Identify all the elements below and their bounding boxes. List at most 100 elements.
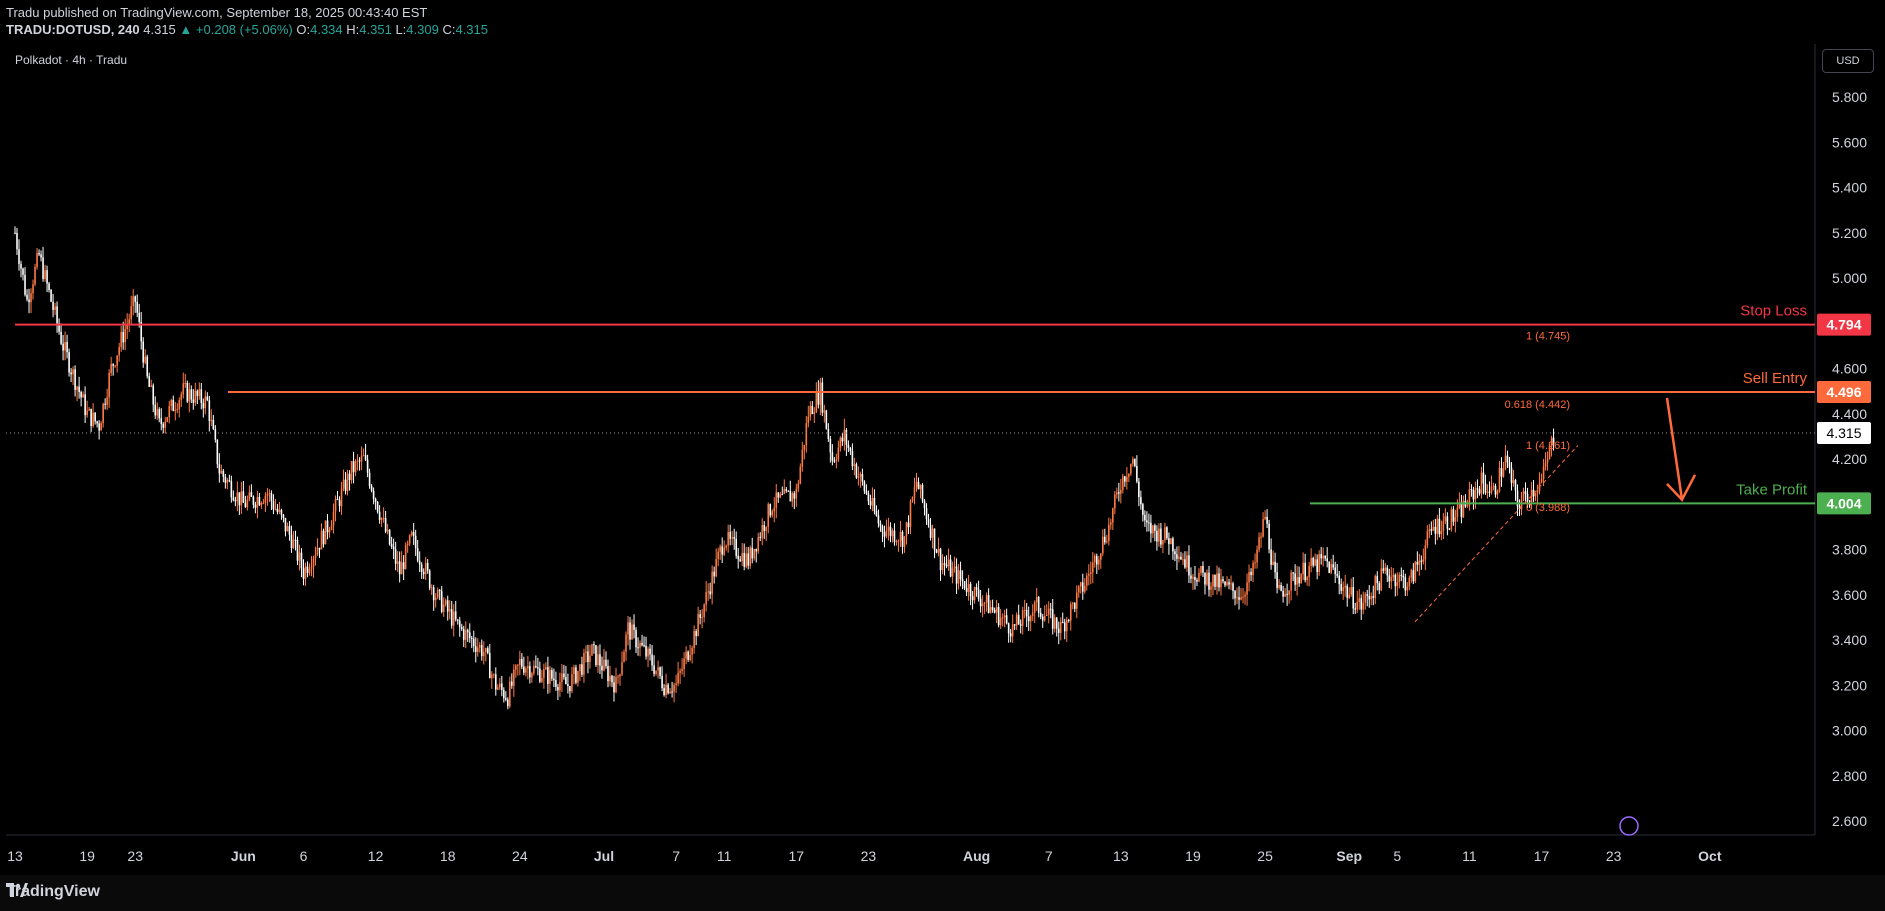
candle-body [196, 390, 199, 396]
candle-body [1450, 509, 1453, 530]
brand-name: TradingView [6, 883, 100, 900]
candle-body [751, 547, 754, 559]
candle-body [621, 662, 623, 675]
candle-body [224, 476, 227, 483]
price-change: ▲ +0.208 (+5.06%) [179, 22, 293, 37]
plot-background [6, 44, 1815, 835]
candle-body [1176, 554, 1178, 559]
candle-body [458, 620, 461, 628]
candle-body [54, 306, 56, 310]
candle-body [340, 488, 343, 507]
candle-body [218, 464, 221, 474]
candle-body [1011, 624, 1014, 637]
candle-body [364, 455, 367, 460]
candle-body [1182, 559, 1184, 561]
candle-body [1440, 531, 1443, 535]
candle-body [438, 589, 441, 591]
candle-body [1470, 489, 1473, 491]
candle-body [723, 547, 725, 555]
candle-body [595, 645, 597, 666]
candle-body [1194, 576, 1196, 581]
candle-body [406, 543, 409, 546]
candle-body [460, 627, 463, 630]
candle-body [1426, 531, 1429, 546]
close-value: 4.315 [455, 22, 489, 37]
candle-body [647, 648, 649, 657]
candle-body [236, 492, 239, 502]
candle-body [192, 399, 195, 403]
candle-body [288, 526, 291, 535]
candle-body [266, 493, 269, 496]
candle-body [1302, 562, 1304, 575]
candle-body [1138, 481, 1140, 498]
tradingview-logo[interactable]: TradingView [6, 883, 100, 901]
candle-body [1216, 573, 1218, 587]
candle-body [715, 558, 717, 577]
candle-body [1448, 528, 1451, 530]
candle-body [470, 638, 473, 640]
candle-body [160, 418, 163, 424]
y-tick-label: 4.600 [1832, 361, 1867, 377]
candle-body [827, 428, 830, 439]
candle-body [985, 595, 988, 603]
candle-body [863, 481, 866, 491]
event-marker-icon [1619, 816, 1639, 836]
candle-body [587, 651, 589, 663]
candle-body [264, 495, 267, 503]
candle-body [957, 570, 960, 584]
candle-body [1100, 553, 1102, 560]
candle-body [1152, 525, 1154, 534]
candle-body [62, 343, 64, 351]
candle-body [238, 492, 241, 506]
candle-body [971, 596, 974, 601]
candle-body [100, 423, 102, 431]
candle-body [194, 390, 197, 403]
price-chart[interactable]: Polkadot · 4h · Tradu 5.800 5.600 5.400 5.20… [0, 0, 1885, 875]
y-tick-label: 3.200 [1832, 677, 1867, 693]
candle-body [689, 654, 691, 660]
candle-body [1362, 602, 1365, 610]
candle-body [36, 253, 38, 267]
candle-body [272, 501, 275, 510]
candle-body [270, 493, 273, 502]
candle-body [132, 296, 134, 307]
candle-body [909, 501, 912, 528]
candle-body [525, 668, 527, 673]
candle-body [262, 502, 265, 504]
candle-body [58, 323, 60, 332]
candle-body [1372, 596, 1375, 598]
candle-body [1160, 528, 1162, 545]
candle-body [230, 481, 233, 498]
candle-body [1039, 612, 1042, 617]
candle-body [436, 589, 439, 598]
candle-body [296, 540, 299, 561]
candle-body [316, 547, 319, 555]
y-tick-label: 5.800 [1832, 89, 1867, 105]
candle-body [817, 391, 820, 405]
candle-body [617, 676, 619, 678]
candle-body [396, 561, 399, 564]
candle-body [1466, 505, 1469, 507]
currency-button[interactable]: USD [1822, 49, 1874, 73]
candle-body [1316, 559, 1318, 572]
candle-body [64, 341, 66, 351]
candle-body [785, 489, 788, 491]
candle-body [533, 666, 535, 674]
candle-body [22, 268, 24, 275]
candle-body [503, 690, 505, 699]
candle-body [1120, 489, 1122, 494]
candle-body [1506, 455, 1509, 463]
current-price-label: 4.315 [1826, 425, 1861, 441]
candle-body [851, 451, 854, 467]
candle-body [392, 546, 395, 550]
candle-body [1174, 551, 1176, 555]
candle-body [1322, 555, 1324, 559]
fib-label: 0 (3.988) [1526, 502, 1570, 514]
candle-body [412, 532, 415, 536]
candle-body [695, 631, 697, 637]
candle-body [583, 652, 585, 675]
candle-body [925, 508, 928, 520]
candle-body [565, 677, 567, 685]
candle-body [845, 429, 848, 445]
candle-body [699, 614, 701, 618]
